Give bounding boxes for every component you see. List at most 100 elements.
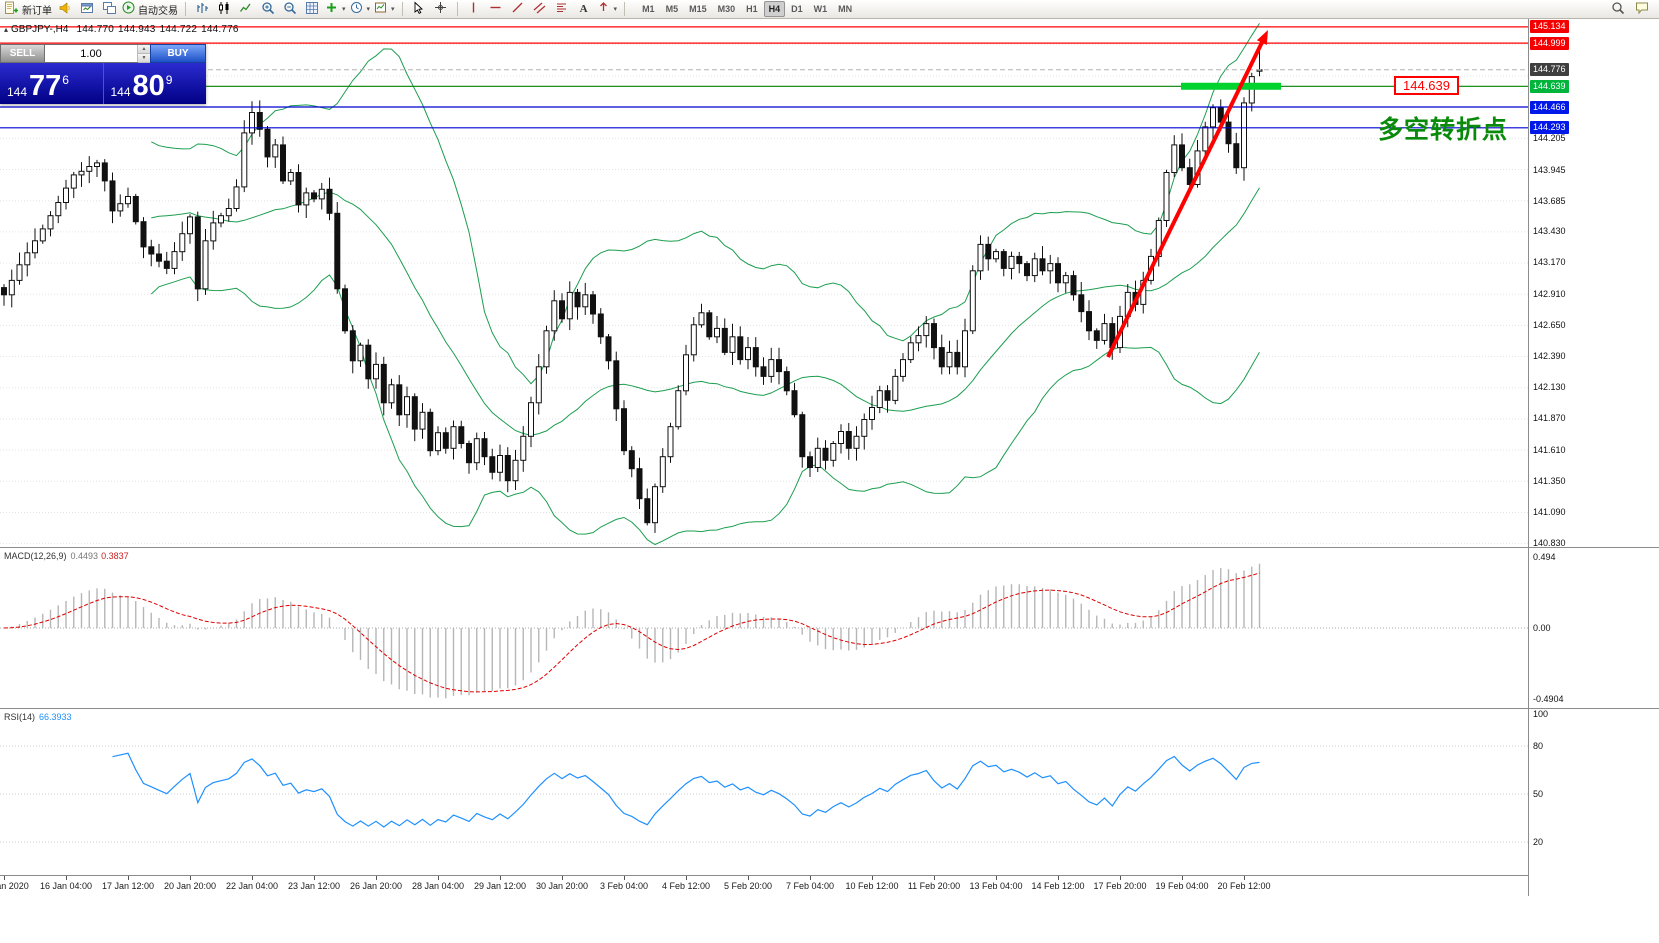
fibonacci-button[interactable]	[552, 1, 572, 18]
timeframe-mn[interactable]: MN	[833, 1, 857, 17]
grid-button[interactable]	[302, 1, 322, 18]
price-axis-border	[1528, 19, 1529, 896]
timeframe-m30[interactable]: M30	[713, 1, 741, 17]
add-indicator-button[interactable]: ▾	[324, 1, 347, 18]
zoom-out-icon	[283, 1, 297, 18]
macd-axis-label: -0.4904	[1533, 693, 1564, 704]
template-icon	[374, 1, 387, 17]
trendline-button[interactable]	[508, 1, 528, 18]
periods-clock-icon	[350, 1, 363, 17]
date-tick-mark	[562, 876, 563, 880]
rsi-indicator-label: RSI(14) 66.3933	[4, 712, 72, 722]
macd-pane[interactable]	[0, 548, 1528, 708]
volume-input[interactable]	[45, 45, 137, 62]
pane-separator[interactable]	[0, 547, 1659, 548]
date-axis-label: 26 Jan 20:00	[349, 881, 403, 891]
price-line-label: 144.466	[1530, 100, 1569, 114]
auto-trading-label: 自动交易	[138, 5, 178, 17]
bid-pip-digit: 6	[62, 73, 69, 87]
search-button[interactable]	[1608, 1, 1628, 18]
high-value: 144.943	[118, 24, 156, 35]
date-axis-label: 4 Feb 12:00	[661, 881, 711, 891]
date-axis-label: 11 Feb 20:00	[907, 881, 961, 891]
candlestick-chart-button[interactable]	[214, 1, 234, 18]
date-axis-label: 14 Feb 12:00	[1031, 881, 1085, 891]
chevron-down-icon: ▾	[366, 6, 371, 13]
zoom-out-button[interactable]	[280, 1, 300, 18]
arrows-tool-icon	[597, 1, 610, 17]
timeframe-m1[interactable]: M1	[637, 1, 660, 17]
bar-chart-icon	[195, 1, 209, 18]
price-axis-label: 143.685	[1533, 195, 1566, 206]
cursor-button[interactable]	[409, 1, 429, 18]
timeframe-m15[interactable]: M15	[684, 1, 712, 17]
trend-arrow-head	[1256, 30, 1268, 45]
toolbar-separator	[456, 2, 458, 16]
timeframe-h1[interactable]: H1	[741, 1, 763, 17]
price-callout-box[interactable]: 144.639	[1394, 76, 1459, 95]
vertical-line-button[interactable]	[464, 1, 484, 18]
arrows-tool-button[interactable]: ▾	[596, 1, 619, 18]
vertical-line-icon	[467, 1, 480, 17]
rsi-axis-label: 50	[1533, 789, 1544, 799]
date-tick-mark	[128, 876, 129, 880]
zoom-in-icon	[261, 1, 275, 18]
crosshair-button[interactable]	[431, 1, 451, 18]
date-axis-label: 22 Jan 04:00	[225, 881, 279, 891]
price-axis-label: 141.610	[1533, 444, 1566, 455]
collapse-icon[interactable]: ▴	[4, 25, 9, 34]
trend-arrow-line[interactable]	[1106, 36, 1267, 358]
cursor-icon	[412, 1, 425, 17]
alerts-button[interactable]	[55, 1, 75, 18]
chat-button[interactable]	[1632, 1, 1652, 18]
macd-signal-line	[3, 572, 1260, 693]
add-indicator-icon	[325, 1, 338, 17]
date-tick-mark	[1058, 876, 1059, 880]
volume-up-button[interactable]: ▲	[138, 45, 150, 54]
bollinger-bands	[150, 23, 1260, 546]
date-tick-mark	[624, 876, 625, 880]
timeframe-h4[interactable]: H4	[763, 1, 786, 17]
bar-chart-button[interactable]	[192, 1, 212, 18]
periods-button[interactable]: ▾	[349, 1, 372, 18]
toolbar-separator	[401, 2, 403, 16]
timeframe-w1[interactable]: W1	[809, 1, 833, 17]
volume-down-button[interactable]: ▼	[138, 54, 150, 63]
charts-window-button[interactable]	[77, 1, 97, 18]
search-icon	[1611, 1, 1625, 18]
date-tick-mark	[686, 876, 687, 880]
trendline-icon	[511, 1, 524, 17]
rsi-name: RSI(14)	[4, 712, 36, 722]
price-axis[interactable]: 145.134 144.999 144.776 144.639 144.466 144.2…	[1529, 19, 1659, 548]
zoom-in-button[interactable]	[258, 1, 278, 18]
line-chart-button[interactable]	[236, 1, 256, 18]
text-tool-button[interactable]: A	[574, 1, 594, 18]
macd-axis[interactable]: 0.494 0.00 -0.4904	[1529, 548, 1659, 708]
main-chart[interactable]	[0, 19, 1528, 547]
auto-trading-button[interactable]: 自动交易	[121, 1, 179, 18]
turning-point-text: 多空转折点	[1378, 116, 1509, 144]
low-value: 144.722	[159, 24, 198, 35]
date-tick-mark	[1120, 876, 1121, 880]
channel-button[interactable]	[530, 1, 550, 18]
pane-separator[interactable]	[0, 708, 1659, 709]
macd-signal-value: 0.3837	[101, 551, 129, 561]
horizontal-line-button[interactable]	[486, 1, 506, 18]
rsi-pane[interactable]	[0, 709, 1528, 876]
template-button[interactable]: ▾	[373, 1, 396, 18]
date-axis-label: 29 Jan 12:00	[473, 881, 527, 891]
price-axis-label: 143.945	[1533, 164, 1566, 175]
price-line-label: 144.776	[1530, 63, 1569, 77]
sell-button[interactable]: SELL	[0, 44, 45, 63]
price-line-label: 145.134	[1530, 20, 1569, 34]
date-axis[interactable]: 14 Jan 2020 16 Jan 04:00 17 Jan 12:00 20 Ja…	[0, 876, 1528, 896]
timeframe-d1[interactable]: D1	[786, 1, 808, 17]
timeframe-m5[interactable]: M5	[661, 1, 684, 17]
rsi-axis[interactable]: 100 80 50 20	[1529, 709, 1659, 876]
price-line-label: 144.999	[1530, 36, 1569, 50]
new-order-button[interactable]: 新订单	[3, 1, 53, 18]
tile-windows-button[interactable]	[99, 1, 119, 18]
buy-button[interactable]: BUY	[150, 44, 206, 63]
date-axis-label: 17 Jan 12:00	[101, 881, 155, 891]
date-axis-label: 20 Jan 20:00	[163, 881, 217, 891]
